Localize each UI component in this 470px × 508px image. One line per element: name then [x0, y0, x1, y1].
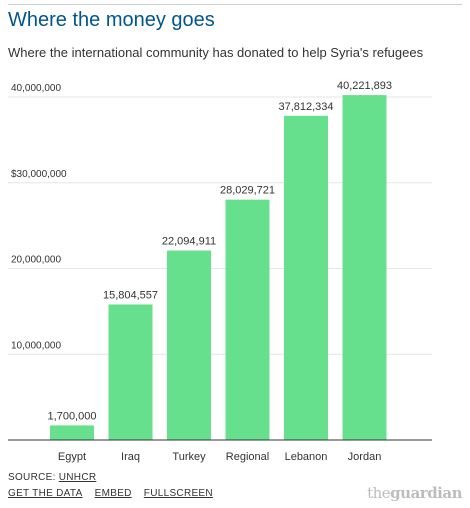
x-tick-label: Iraq	[121, 451, 140, 463]
x-tick-label: Turkey	[172, 451, 206, 463]
header-rule	[8, 4, 462, 5]
chart-subtitle: Where the international community has do…	[8, 45, 424, 60]
x-tick-label: Lebanon	[285, 451, 328, 463]
x-tick-label: Regional	[226, 451, 269, 463]
get-the-data-link[interactable]: GET THE DATA	[8, 488, 83, 499]
embed-link[interactable]: EMBED	[94, 488, 132, 499]
bar	[167, 250, 211, 440]
data-label: 37,812,334	[278, 101, 333, 113]
y-tick-label: $30,000,000	[11, 169, 67, 180]
data-label: 40,221,893	[337, 80, 392, 92]
data-label: 28,029,721	[220, 185, 275, 197]
source-link[interactable]: UNHCR	[58, 472, 97, 483]
logo-the: the	[367, 484, 391, 502]
footer-links: GET THE DATA EMBED FULLSCREEN	[8, 488, 222, 499]
bar	[284, 115, 328, 441]
bar	[50, 425, 94, 440]
bar	[225, 199, 270, 440]
y-tick-label: 10,000,000	[11, 340, 61, 351]
bar	[342, 95, 387, 441]
fullscreen-link[interactable]: FULLSCREEN	[143, 488, 213, 499]
y-tick-label: 40,000,000	[11, 83, 61, 94]
data-label: 15,804,557	[103, 289, 158, 301]
y-tick-label: 20,000,000	[11, 255, 61, 266]
source-prefix: SOURCE:	[8, 472, 59, 483]
guardian-logo: theguardian	[367, 484, 462, 502]
logo-brand: guardian	[390, 484, 462, 502]
data-label: 22,094,911	[162, 236, 216, 248]
x-tick-label: Egypt	[58, 451, 86, 463]
x-tick-label: Jordan	[348, 451, 382, 463]
data-label: 1,700,000	[48, 410, 97, 422]
bar	[108, 304, 153, 440]
chart-title: Where the money goes	[8, 9, 215, 31]
bar-chart: 10,000,000 20,000,000 $30,000,000 40,000,00…	[8, 80, 432, 463]
source-line: SOURCE: UNHCR	[8, 472, 96, 483]
